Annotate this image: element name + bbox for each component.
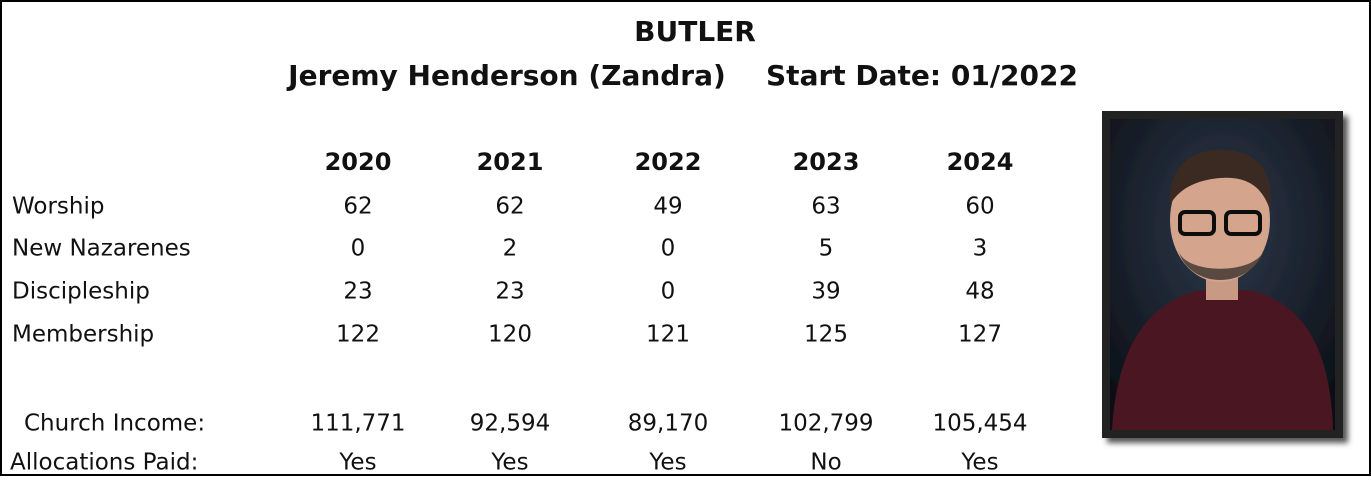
- cell: 23: [495, 279, 524, 305]
- cell: 102,799: [778, 411, 873, 437]
- cell: 105,454: [932, 411, 1027, 437]
- row-label: Discipleship: [12, 279, 150, 305]
- title: BUTLER: [634, 15, 756, 48]
- cell: 122: [336, 322, 380, 348]
- cell: Yes: [648, 450, 686, 476]
- column-header: 2024: [947, 148, 1014, 176]
- cell: 0: [661, 236, 676, 262]
- cell: 92,594: [470, 411, 550, 437]
- row-label: Church Income:: [24, 411, 205, 437]
- cell: 125: [804, 322, 848, 348]
- row-label: New Nazarenes: [12, 236, 191, 262]
- cell: 5: [819, 236, 834, 262]
- cell: 3: [973, 236, 988, 262]
- cell: No: [810, 450, 841, 476]
- cell: Yes: [960, 450, 998, 476]
- cell: 23: [343, 279, 372, 305]
- cell: 0: [661, 279, 676, 305]
- column-header: 2023: [793, 148, 860, 176]
- document: BUTLER Jeremy Henderson (Zandra) Start D…: [0, 0, 1371, 476]
- page: BUTLER Jeremy Henderson (Zandra) Start D…: [0, 0, 1371, 476]
- column-header: 2020: [325, 148, 392, 176]
- cell: 39: [811, 279, 840, 305]
- cell: 0: [351, 236, 366, 262]
- cell: 62: [343, 194, 372, 220]
- cell: 62: [495, 194, 524, 220]
- row-label: Allocations Paid:: [10, 450, 198, 476]
- cell: 63: [811, 194, 840, 220]
- cell: 127: [958, 322, 1002, 348]
- column-header: 2021: [477, 148, 544, 176]
- cell: 111,771: [310, 411, 405, 437]
- pastor: Jeremy Henderson (Zandra): [286, 59, 726, 92]
- column-header: 2022: [635, 148, 702, 176]
- photo: [1102, 111, 1343, 438]
- cell: 49: [653, 194, 682, 220]
- row-label: Membership: [12, 322, 154, 348]
- cell: 60: [965, 194, 994, 220]
- cell: 120: [488, 322, 532, 348]
- cell: 48: [965, 279, 994, 305]
- cell: 121: [646, 322, 690, 348]
- cell: Yes: [338, 450, 376, 476]
- row-label: Worship: [12, 194, 104, 220]
- cell: 89,170: [628, 411, 708, 437]
- cell: Yes: [490, 450, 528, 476]
- start-date: Start Date: 01/2022: [766, 59, 1078, 92]
- cell: 2: [503, 236, 518, 262]
